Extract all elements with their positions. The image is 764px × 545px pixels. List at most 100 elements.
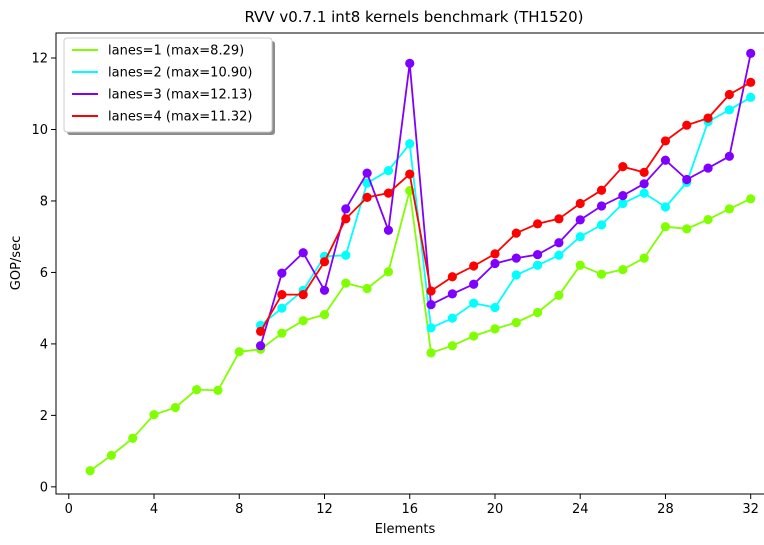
data-point [639, 167, 649, 177]
series-2 [255, 92, 756, 333]
x-tick-label: 8 [235, 502, 243, 517]
data-point [703, 214, 713, 225]
y-axis-label: GOP/sec [9, 236, 24, 290]
data-point [575, 232, 585, 242]
data-point [660, 136, 671, 146]
data-point [447, 289, 457, 299]
legend-label: lanes=1 (max=8.29) [108, 44, 244, 59]
y-tick-label: 4 [40, 337, 48, 352]
data-point [618, 198, 628, 209]
series-4 [255, 77, 756, 336]
x-axis-label: Elements [375, 522, 436, 537]
data-point [682, 174, 692, 185]
data-point [554, 250, 564, 260]
data-point [255, 326, 266, 336]
data-point [447, 341, 457, 351]
data-point [703, 113, 713, 123]
data-point [703, 163, 713, 173]
data-point [469, 261, 479, 271]
data-point [660, 155, 671, 165]
data-point [85, 466, 95, 476]
series-3 [255, 48, 756, 351]
legend-label: lanes=4 (max=11.32) [108, 110, 252, 125]
legend-box [63, 37, 273, 133]
chart-title: RVV v0.7.1 int8 kernels benchmark (TH152… [244, 8, 583, 26]
data-point [618, 191, 628, 201]
legend-label: lanes=3 (max=12.13) [108, 88, 252, 103]
data-point [639, 188, 649, 198]
data-point [511, 228, 521, 238]
legend: lanes=1 (max=8.29) lanes=2 (max=10.90) lan… [63, 37, 275, 135]
data-point [469, 279, 479, 289]
y-tick-label: 10 [31, 123, 48, 138]
y-tick-label: 8 [40, 194, 48, 209]
data-point [639, 179, 649, 189]
data-point [682, 224, 692, 234]
data-point [405, 169, 415, 179]
data-point [724, 105, 734, 115]
data-point [575, 260, 585, 270]
x-tick-label: 32 [742, 502, 759, 517]
data-point [277, 303, 287, 313]
data-point [106, 450, 117, 461]
data-point [405, 139, 415, 149]
data-point [639, 253, 649, 263]
data-point [618, 264, 628, 275]
y-tick-label: 12 [31, 52, 48, 67]
x-tick-label: 4 [150, 502, 158, 517]
data-point [469, 298, 479, 308]
data-point [234, 347, 244, 357]
data-point [277, 289, 287, 300]
x-tick-label: 0 [65, 502, 73, 517]
data-point [469, 331, 479, 341]
data-point [660, 222, 671, 232]
data-point [660, 202, 671, 212]
data-point [383, 267, 394, 277]
data-point [341, 278, 351, 288]
data-point [362, 168, 372, 178]
data-point [746, 48, 756, 58]
data-point [341, 214, 351, 224]
data-point [319, 285, 330, 295]
data-point [213, 385, 223, 395]
x-tick-label: 12 [316, 502, 333, 517]
data-point [554, 290, 564, 300]
data-point [341, 250, 351, 260]
data-point [554, 214, 564, 224]
data-point [596, 220, 607, 230]
data-point [596, 201, 607, 211]
data-point [596, 269, 607, 279]
data-point [362, 283, 372, 294]
data-point [596, 185, 607, 195]
data-point [554, 238, 564, 248]
series-line [259, 81, 752, 332]
plot-area-frame [55, 32, 764, 495]
data-point [298, 289, 308, 300]
data-point [426, 348, 436, 358]
data-point [490, 258, 500, 269]
data-point [746, 194, 756, 204]
y-tick-label: 0 [40, 480, 48, 495]
data-point [298, 316, 308, 326]
data-point [341, 204, 351, 214]
data-point [618, 162, 628, 172]
data-point [426, 286, 436, 296]
data-point [575, 215, 585, 225]
series-line [259, 53, 752, 346]
data-point [532, 249, 543, 260]
data-point [319, 310, 330, 320]
data-point [447, 272, 457, 282]
data-point [426, 323, 436, 333]
data-point [746, 77, 756, 87]
data-point [511, 270, 521, 280]
y-tick-label: 2 [40, 409, 48, 424]
data-point [746, 92, 756, 102]
series-layer [85, 48, 756, 476]
data-point [532, 219, 543, 229]
data-point [490, 302, 500, 313]
data-point [405, 58, 415, 68]
data-point [511, 253, 521, 263]
x-tick-label: 28 [657, 502, 674, 517]
